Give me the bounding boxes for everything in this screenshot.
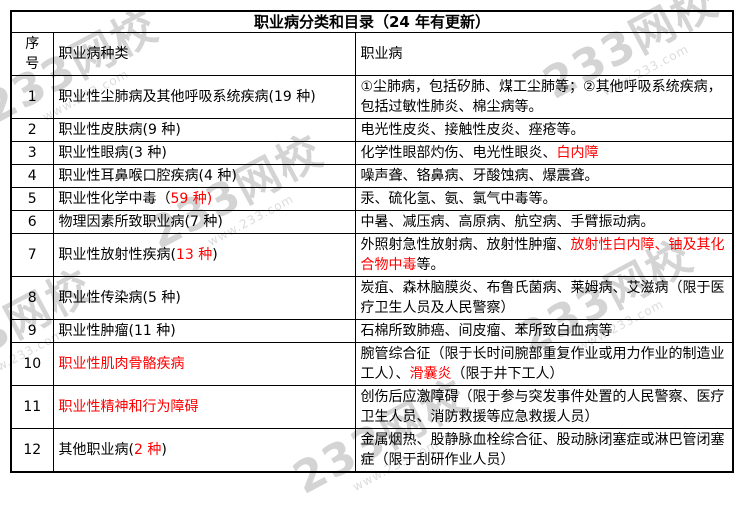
col-header-diseases: 职业病	[354, 32, 734, 76]
row-number: 8	[10, 276, 54, 320]
table-row: 10 职业性肌肉骨骼疾病 腕管综合征（限于长时间腕部重复作业或用力作业的制造业工人）…	[10, 342, 734, 386]
diseases-cell: 外照射急性放射病、放射性肿瘤、放射性白内障、铀及其化合物中毒等。	[354, 233, 734, 277]
col-header-seq-label: 序号	[25, 36, 40, 72]
red-text-segment: 2 种	[133, 442, 162, 458]
diseases-cell: 炭疽、森林脑膜炎、布鲁氏菌病、莱姆病、艾滋病（限于医疗卫生人员及人民警察）	[354, 276, 734, 320]
row-number: 9	[10, 319, 54, 343]
text-segment: 职业性眼病(3 种)	[58, 145, 167, 161]
category-cell: 物理因素所致职业病(7 种)	[52, 210, 356, 234]
text-segment: 炭疽、森林脑膜炎、布鲁氏菌病、莱姆病、艾滋病（限于医疗卫生人员及人民警察）	[360, 280, 725, 316]
table-title: 职业病分类和目录（24 年有更新）	[10, 10, 734, 33]
text-segment: 腕管综合征（限于长时间腕部重复作业或用力作业的制造业工人）、	[360, 346, 725, 382]
category-cell: 职业性精神和行为障碍	[52, 385, 356, 429]
title-row: 职业病分类和目录（24 年有更新）	[10, 10, 734, 33]
red-text-segment: 滑囊炎	[409, 366, 452, 382]
occupational-disease-table: 职业病分类和目录（24 年有更新） 序号 职业病种类 职业病 1 职业性尘肺病及其…	[10, 10, 735, 473]
table-row: 11 职业性精神和行为障碍 创伤后应激障碍（限于参与突发事件处置的人民警察、医疗卫生…	[10, 385, 734, 429]
table-row: 5 职业性化学中毒（59 种) 汞、硫化氢、氨、氯气中毒等。	[10, 187, 734, 211]
row-number: 1	[10, 75, 54, 119]
category-cell: 职业性传染病(5 种)	[52, 276, 356, 320]
text-segment: 物理因素所致职业病(7 种)	[58, 214, 223, 230]
row-number: 10	[10, 342, 54, 386]
text-segment: 职业性尘肺病及其他呼吸系统疾病(19 种)	[58, 89, 316, 105]
table-row: 3 职业性眼病(3 种) 化学性眼部灼伤、电光性眼炎、白内障	[10, 141, 734, 165]
text-segment: 职业性化学中毒（	[58, 191, 171, 207]
table-row: 8 职业性传染病(5 种) 炭疽、森林脑膜炎、布鲁氏菌病、莱姆病、艾滋病（限于医疗卫…	[10, 276, 734, 320]
table-row: 6 物理因素所致职业病(7 种) 中暑、减压病、高原病、航空病、手臂振动病。	[10, 210, 734, 234]
diseases-cell: 汞、硫化氢、氨、氯气中毒等。	[354, 187, 734, 211]
text-segment: 其他职业病(	[58, 442, 134, 458]
table-row: 4 职业性耳鼻喉口腔疾病(4 种) 噪声聋、铬鼻病、牙酸蚀病、爆震聋。	[10, 164, 734, 188]
text-segment: )	[161, 442, 167, 458]
table-body: 1 职业性尘肺病及其他呼吸系统疾病(19 种) ①尘肺病，包括矽肺、煤工尘肺等；②其…	[10, 75, 734, 473]
red-text-segment: 职业性精神和行为障碍	[58, 399, 199, 415]
text-segment: ①尘肺病，包括矽肺、煤工尘肺等；②其他呼吸系统疾病，包括过敏性肺炎、棉尘病等。	[360, 79, 722, 115]
text-segment: )	[212, 247, 218, 263]
table-row: 12 其他职业病(2 种) 金属烟热、股静脉血栓综合征、股动脉闭塞症或淋巴管闭塞症（…	[10, 428, 734, 473]
red-text-segment: 放射性白内障、铀及其化合物中毒	[360, 237, 725, 273]
category-cell: 职业性眼病(3 种)	[52, 141, 356, 165]
diseases-cell: 中暑、减压病、高原病、航空病、手臂振动病。	[354, 210, 734, 234]
text-segment: 职业性肿瘤(11 种)	[58, 323, 176, 339]
category-cell: 职业性肌肉骨骼疾病	[52, 342, 356, 386]
diseases-cell: 噪声聋、铬鼻病、牙酸蚀病、爆震聋。	[354, 164, 734, 188]
text-segment: （限于井下工人）	[451, 366, 564, 382]
text-segment: 职业性放射性疾病(	[58, 247, 176, 263]
category-cell: 职业性尘肺病及其他呼吸系统疾病(19 种)	[52, 75, 356, 119]
row-number: 5	[10, 187, 54, 211]
text-segment: 职业性皮肤病(9 种)	[58, 122, 181, 138]
text-segment: 职业性传染病(5 种)	[58, 290, 181, 306]
table-row: 1 职业性尘肺病及其他呼吸系统疾病(19 种) ①尘肺病，包括矽肺、煤工尘肺等；②其…	[10, 75, 734, 119]
row-number: 6	[10, 210, 54, 234]
text-segment: 金属烟热、股静脉血栓综合征、股动脉闭塞症或淋巴管闭塞症（限于刮研作业人员）	[360, 432, 725, 468]
text-segment: 职业性耳鼻喉口腔疾病(4 种)	[58, 168, 237, 184]
category-cell: 职业性化学中毒（59 种)	[52, 187, 356, 211]
row-number: 7	[10, 233, 54, 277]
table-row: 7 职业性放射性疾病(13 种) 外照射急性放射病、放射性肿瘤、放射性白内障、铀及其…	[10, 233, 734, 277]
table-row: 9 职业性肿瘤(11 种) 石棉所致肺癌、间皮瘤、苯所致白血病等	[10, 319, 734, 343]
row-number: 2	[10, 118, 54, 142]
table-row: 2 职业性皮肤病(9 种) 电光性皮炎、接触性皮炎、痤疮等。	[10, 118, 734, 142]
row-number: 11	[10, 385, 54, 429]
header-row: 序号 职业病种类 职业病	[10, 32, 734, 76]
diseases-cell: 金属烟热、股静脉血栓综合征、股动脉闭塞症或淋巴管闭塞症（限于刮研作业人员）	[354, 428, 734, 473]
row-number: 4	[10, 164, 54, 188]
col-header-category: 职业病种类	[52, 32, 356, 76]
category-cell: 职业性肿瘤(11 种)	[52, 319, 356, 343]
text-segment: 创伤后应激障碍（限于参与突发事件处置的人民警察、医疗卫生人员、消防救援等应急救援…	[360, 389, 725, 425]
diseases-cell: 创伤后应激障碍（限于参与突发事件处置的人民警察、医疗卫生人员、消防救援等应急救援…	[354, 385, 734, 429]
diseases-cell: 化学性眼部灼伤、电光性眼炎、白内障	[354, 141, 734, 165]
category-cell: 职业性耳鼻喉口腔疾病(4 种)	[52, 164, 356, 188]
text-segment: 化学性眼部灼伤、电光性眼炎、	[360, 145, 557, 161]
red-text-segment: 职业性肌肉骨骼疾病	[58, 356, 185, 372]
diseases-cell: 电光性皮炎、接触性皮炎、痤疮等。	[354, 118, 734, 142]
row-number: 12	[10, 428, 54, 473]
text-segment: 等。	[416, 257, 445, 273]
red-text-segment: 白内障	[556, 145, 599, 161]
text-segment: 电光性皮炎、接触性皮炎、痤疮等。	[360, 122, 585, 138]
category-cell: 职业性皮肤病(9 种)	[52, 118, 356, 142]
red-text-segment: 59 种)	[170, 191, 213, 207]
red-text-segment: 13 种	[175, 247, 213, 263]
text-segment: 外照射急性放射病、放射性肿瘤、	[360, 237, 571, 253]
text-segment: 噪声聋、铬鼻病、牙酸蚀病、爆震聋。	[360, 168, 599, 184]
diseases-cell: ①尘肺病，包括矽肺、煤工尘肺等；②其他呼吸系统疾病，包括过敏性肺炎、棉尘病等。	[354, 75, 734, 119]
diseases-cell: 石棉所致肺癌、间皮瘤、苯所致白血病等	[354, 319, 734, 343]
category-cell: 其他职业病(2 种)	[52, 428, 356, 473]
diseases-cell: 腕管综合征（限于长时间腕部重复作业或用力作业的制造业工人）、滑囊炎（限于井下工人…	[354, 342, 734, 386]
text-segment: 石棉所致肺癌、间皮瘤、苯所致白血病等	[360, 323, 613, 339]
text-segment: 汞、硫化氢、氨、氯气中毒等。	[360, 191, 557, 207]
col-header-seq: 序号	[10, 32, 54, 76]
text-segment: 中暑、减压病、高原病、航空病、手臂振动病。	[360, 214, 655, 230]
category-cell: 职业性放射性疾病(13 种)	[52, 233, 356, 277]
row-number: 3	[10, 141, 54, 165]
